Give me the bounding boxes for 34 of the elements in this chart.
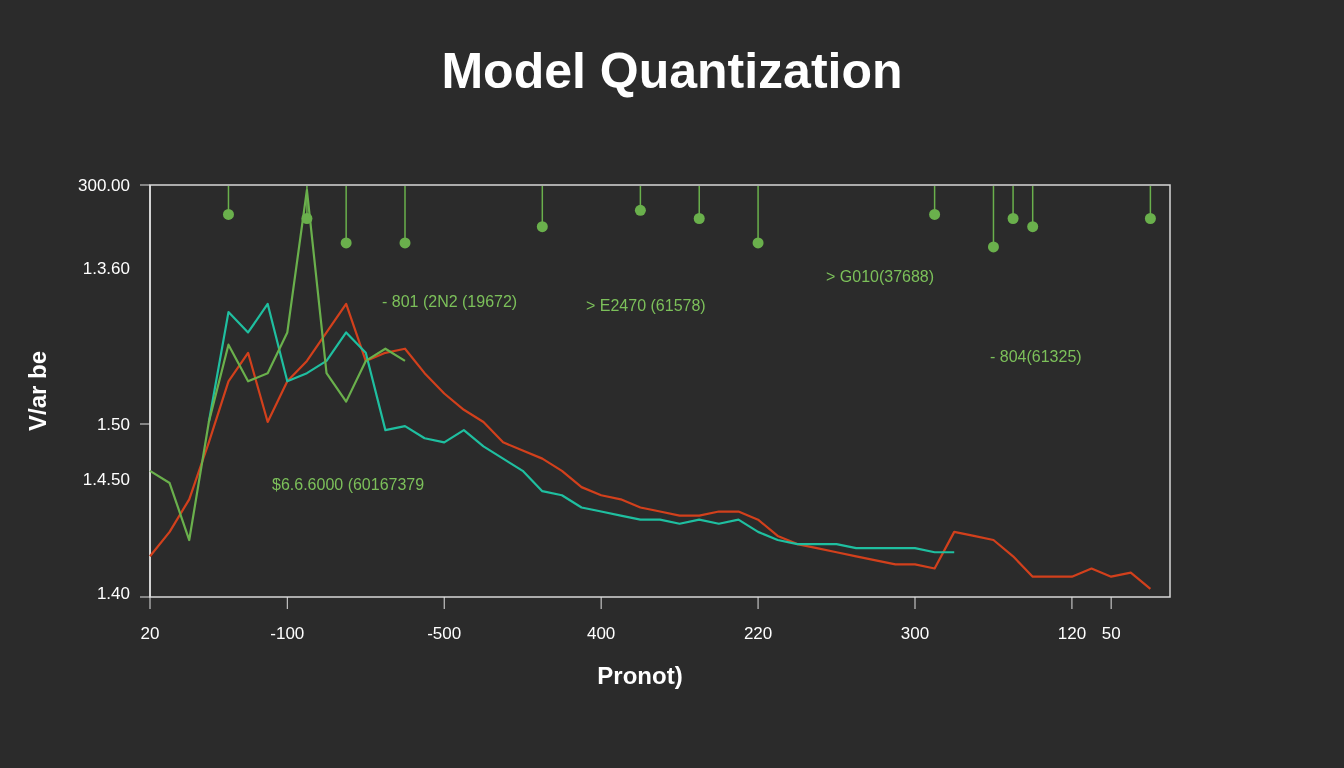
annotation: > G010(37688) bbox=[826, 268, 935, 285]
point bbox=[1027, 221, 1039, 233]
point bbox=[1007, 212, 1019, 224]
x-tick-label: 220 bbox=[743, 624, 773, 643]
text: 1.40 bbox=[96, 584, 130, 603]
x-tick-label: 20 bbox=[140, 624, 160, 643]
text: 300.00 bbox=[78, 176, 130, 195]
x-tick-label: -500 bbox=[427, 624, 462, 643]
annotation: $6.6.6000 (60167379 bbox=[272, 476, 425, 493]
annotation: > E2470 (61578) bbox=[586, 297, 706, 314]
chart-title: Model Quantization bbox=[441, 43, 903, 99]
x-tick-label: 300 bbox=[900, 624, 930, 643]
point bbox=[634, 204, 646, 216]
point bbox=[987, 241, 999, 253]
text: 1.4.50 bbox=[82, 470, 130, 489]
text: 1.3.60 bbox=[82, 259, 130, 278]
point bbox=[693, 212, 705, 224]
point bbox=[929, 208, 941, 220]
point bbox=[1144, 212, 1156, 224]
annotation: - 801 (2N2 (19672) bbox=[382, 293, 518, 310]
point bbox=[340, 237, 352, 249]
point bbox=[301, 212, 313, 224]
point bbox=[222, 208, 234, 220]
text: 1.50 bbox=[96, 415, 130, 434]
point bbox=[536, 221, 548, 233]
x-axis-title: Pronot) bbox=[597, 662, 683, 689]
point bbox=[399, 237, 411, 249]
annotation: - 804(61325) bbox=[990, 348, 1082, 365]
x-tick-label: -100 bbox=[270, 624, 305, 643]
x-tick-label: 50 bbox=[1101, 624, 1121, 643]
x-tick-label: 400 bbox=[586, 624, 616, 643]
point bbox=[752, 237, 764, 249]
y-axis-title: V/ar be bbox=[24, 350, 51, 432]
x-tick-label: 120 bbox=[1057, 624, 1087, 643]
